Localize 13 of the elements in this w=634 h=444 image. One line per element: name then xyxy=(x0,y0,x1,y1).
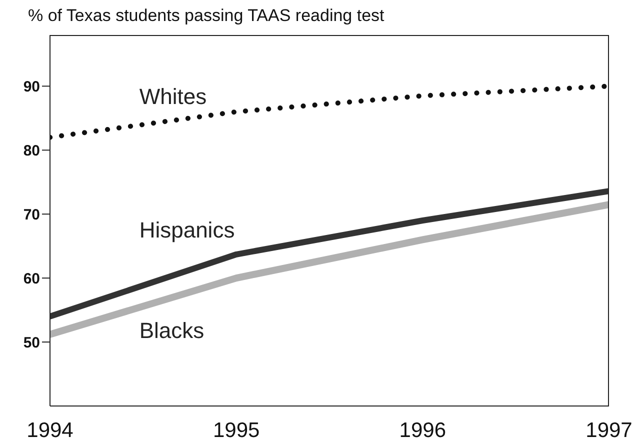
y-tick-label: 50 xyxy=(23,334,40,352)
chart-title: % of Texas students passing TAAS reading test xyxy=(28,6,384,26)
x-tick-label: 1997 xyxy=(586,418,632,442)
series-label: Whites xyxy=(139,84,207,109)
x-tick-label: 1996 xyxy=(399,418,446,442)
x-tick-label: 1995 xyxy=(212,418,260,442)
y-tick-label: 90 xyxy=(23,78,40,96)
y-tick-label: 60 xyxy=(23,270,40,288)
y-tick-label: 70 xyxy=(23,206,40,224)
series-label: Hispanics xyxy=(139,217,235,242)
series-label: Blacks xyxy=(139,318,204,344)
y-tick-label: 80 xyxy=(23,142,40,160)
x-tick-label: 1994 xyxy=(26,418,74,442)
